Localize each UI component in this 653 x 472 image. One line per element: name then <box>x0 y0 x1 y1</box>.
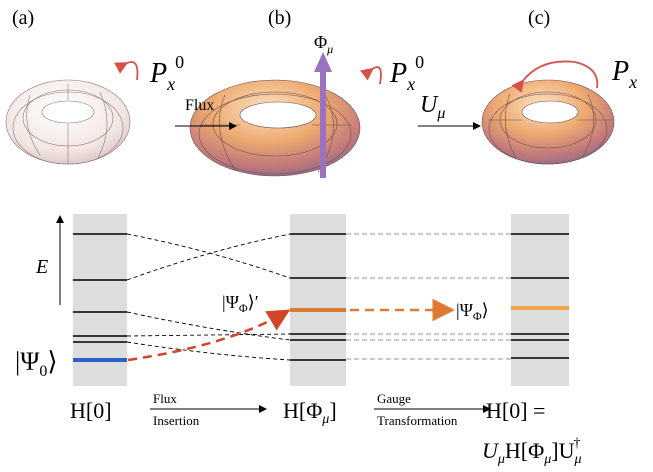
ket-open: |Ψ <box>15 347 40 376</box>
superscript: 0 <box>175 52 184 72</box>
step-label: Insertion <box>153 413 200 428</box>
panel-label: (a) <box>12 7 34 29</box>
panel-label: (b) <box>268 7 291 29</box>
level-map <box>346 234 511 359</box>
ket-open: |Ψ <box>456 300 474 320</box>
ket-close: ⟩ <box>47 347 57 376</box>
superscript: † <box>574 436 581 451</box>
momentum-label: Px <box>611 56 637 92</box>
momentum-label: Px0 <box>389 52 424 94</box>
superscript: 0 <box>415 52 424 72</box>
momentum-label: Px0 <box>149 52 184 94</box>
ket-open: |Ψ <box>222 292 240 312</box>
symbol: Φ <box>314 32 327 52</box>
subscript: μ <box>326 42 333 56</box>
hamiltonian: H[0] = <box>486 398 545 423</box>
close: ] <box>329 398 336 423</box>
hamiltonian: H[0] <box>70 398 112 423</box>
subscript: μ <box>573 452 581 467</box>
panel-label: (c) <box>528 7 550 29</box>
figure: (a) (b) (c) Px0 Px0 Px Φμ Flux Uμ E |Ψ0⟩… <box>0 0 653 472</box>
hamiltonian: H[Φμ] <box>283 398 337 427</box>
part: H[Φ <box>505 438 544 463</box>
state-label: |Ψ0⟩ <box>15 347 58 380</box>
subscript: x <box>406 74 415 94</box>
torus-a <box>6 80 130 164</box>
subscript: μ <box>497 452 505 467</box>
torus-b <box>190 80 360 176</box>
flux-label: Φμ <box>314 32 333 56</box>
ket-close: ⟩′ <box>248 292 259 312</box>
step-label: Transformation <box>377 413 458 428</box>
step-label: Flux <box>153 391 177 406</box>
subscript: Φ <box>473 309 482 323</box>
symbol: P <box>389 58 407 89</box>
subscript: μ <box>543 452 551 467</box>
symbol: P <box>611 56 629 87</box>
subscript: μ <box>321 412 329 427</box>
torus-c <box>482 80 614 164</box>
state-label: |ΨΦ⟩′ <box>222 292 259 315</box>
part: ]U <box>551 438 574 463</box>
rotation-arrow <box>125 62 138 80</box>
ket-close: ⟩ <box>482 300 489 320</box>
symbol: P <box>149 58 167 89</box>
subscript: x <box>628 72 637 92</box>
subscript: Φ <box>239 301 248 315</box>
axis-label: E <box>35 256 48 278</box>
state-label: |ΨΦ⟩ <box>456 300 489 323</box>
step-label: Gauge <box>377 391 411 406</box>
rotation-arrow <box>371 67 381 84</box>
level-flow <box>127 234 290 360</box>
subscript: 0 <box>39 363 47 380</box>
spectrum-column <box>511 214 569 386</box>
arrow-label: Uμ <box>420 92 445 122</box>
subscript: x <box>166 74 175 94</box>
arrow-label: Flux <box>185 97 214 114</box>
subscript: μ <box>436 105 445 122</box>
symbol: U <box>420 92 439 118</box>
hamiltonian: UμH[Φμ]Uμ† <box>482 436 582 467</box>
main: H[Φ <box>283 398 322 423</box>
